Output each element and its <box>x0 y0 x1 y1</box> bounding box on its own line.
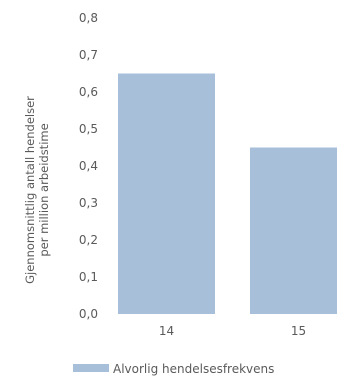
bar-15 <box>250 147 337 314</box>
y-axis-title-line-1: Gjennomsnittlig antall hendelser <box>23 96 37 284</box>
y-axis-title: Gjennomsnittlig antall hendelser per mil… <box>23 96 51 284</box>
y-tick-label: 0,3 <box>79 196 98 210</box>
x-tick-label: 14 <box>159 324 174 338</box>
y-axis-title-line-2: per million arbeidstime <box>37 123 51 256</box>
y-tick-label: 0,8 <box>79 11 98 25</box>
legend-swatch <box>73 364 109 372</box>
y-tick-label: 0,0 <box>79 307 98 321</box>
bars <box>118 73 337 314</box>
y-tick-label: 0,6 <box>79 85 98 99</box>
y-tick-label: 0,7 <box>79 48 98 62</box>
y-tick-label: 0,5 <box>79 122 98 136</box>
legend-label: Alvorlig hendelsesfrekvens <box>113 362 274 376</box>
bar-14 <box>118 73 215 314</box>
legend: Alvorlig hendelsesfrekvens <box>73 362 274 376</box>
x-axis-ticks: 14 15 <box>159 324 306 338</box>
x-tick-label: 15 <box>291 324 306 338</box>
y-axis-ticks: 0,0 0,1 0,2 0,3 0,4 0,5 0,6 0,7 0,8 <box>79 11 98 321</box>
y-tick-label: 0,2 <box>79 233 98 247</box>
y-tick-label: 0,1 <box>79 270 98 284</box>
y-tick-label: 0,4 <box>79 159 98 173</box>
